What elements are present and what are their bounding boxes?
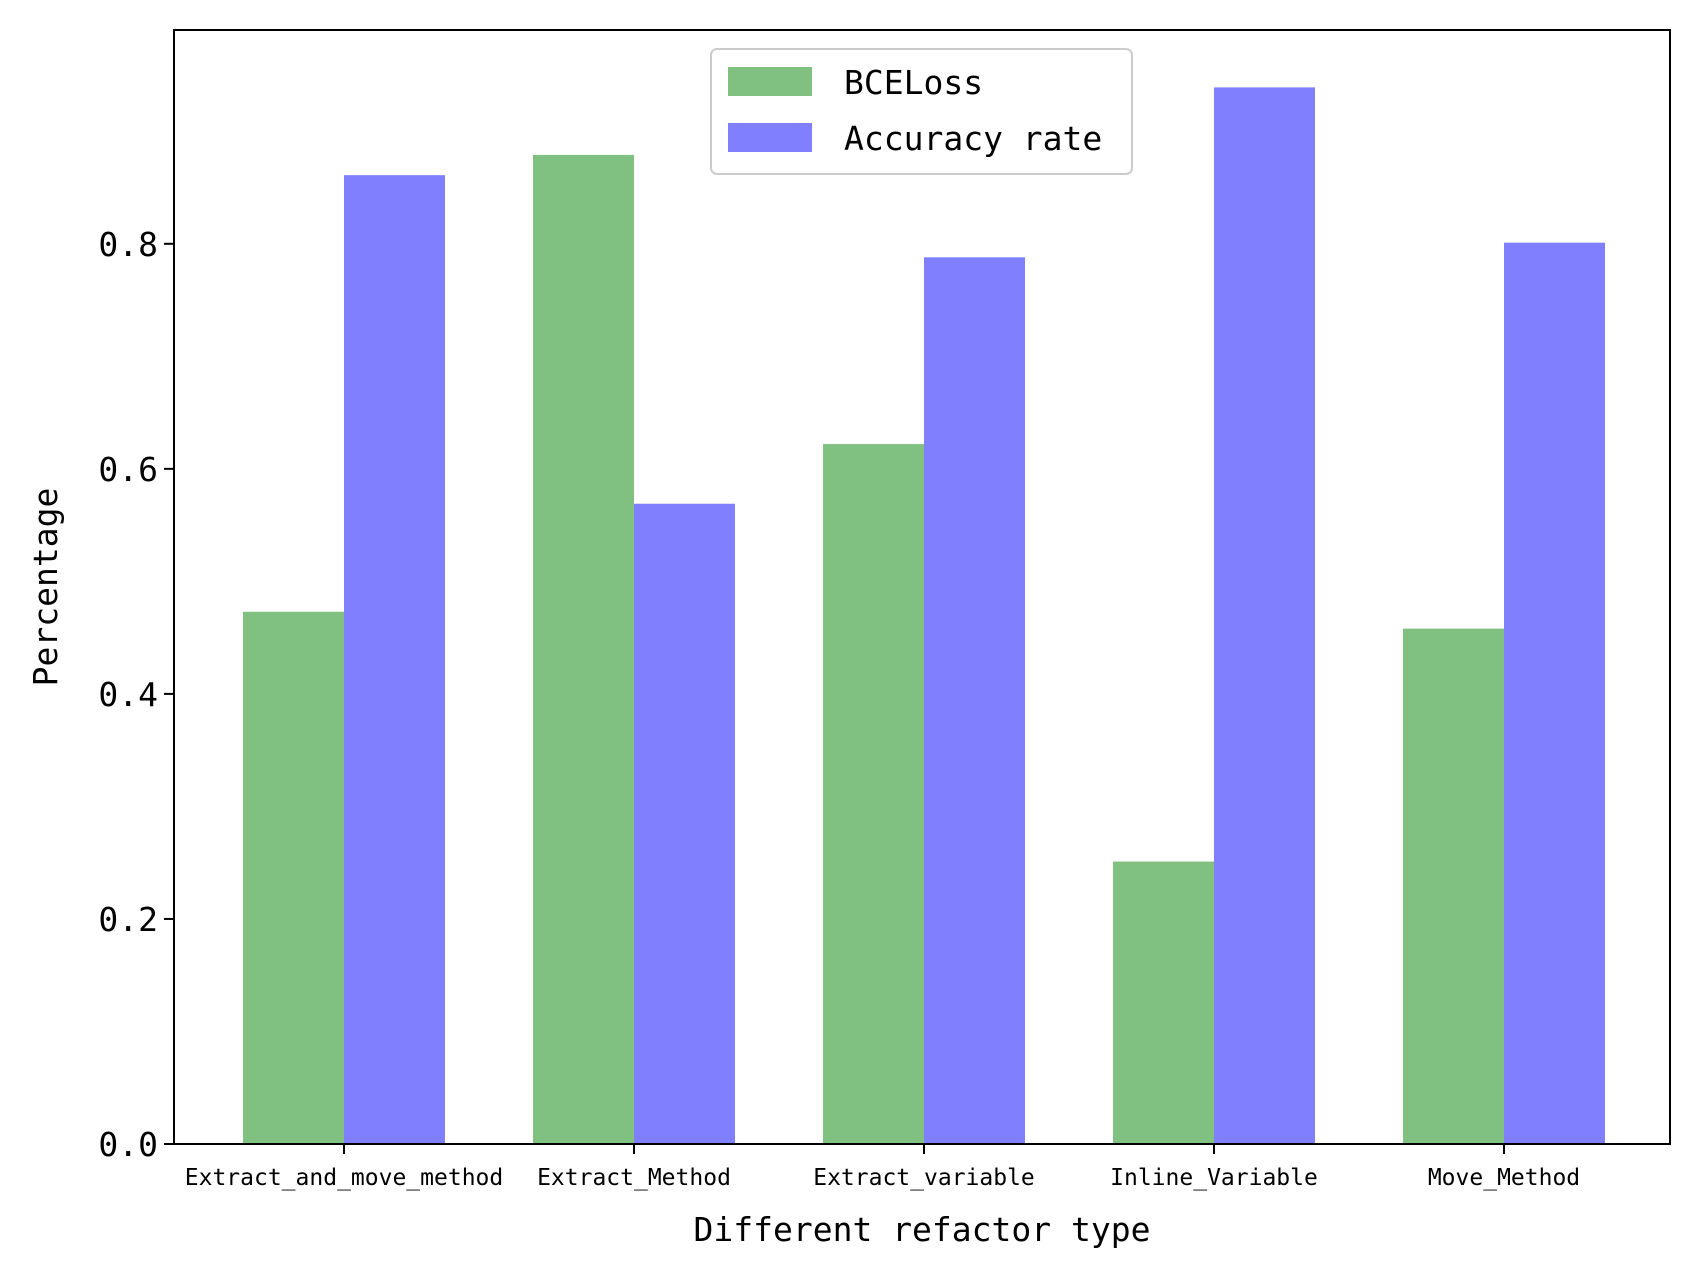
- bar-accuracy-rate-extract_method: [634, 503, 735, 1144]
- bar-accuracy-rate-inline_variable: [1214, 87, 1315, 1144]
- x-tick-label: Move_Method: [1428, 1165, 1580, 1191]
- bar-accuracy-rate-extract_variable: [924, 257, 1025, 1144]
- plot-frame: [173, 29, 1671, 1145]
- legend-box: [710, 48, 1133, 175]
- y-tick-label: 0.6: [98, 450, 158, 489]
- y-tick-label: 0.4: [98, 675, 158, 714]
- bar-bceloss-extract_and_move_method: [243, 611, 344, 1144]
- x-axis-label: Different refactor type: [694, 1210, 1151, 1249]
- bars-group: [243, 87, 1605, 1145]
- bar-bceloss-extract_variable: [823, 444, 924, 1145]
- x-axis-ticks: Extract_and_move_method Extract_Method Ext…: [185, 1144, 1580, 1191]
- legend-label-bceloss: BCELoss: [844, 63, 983, 102]
- legend: BCELoss Accuracy rate: [710, 48, 1133, 175]
- y-axis-ticks: 0.0 0.2 0.4 0.6 0.8: [98, 225, 174, 1164]
- y-axis-label: Percentage: [26, 488, 65, 687]
- x-tick-label: Extract_and_move_method: [185, 1165, 504, 1191]
- y-tick-label: 0.8: [98, 225, 158, 264]
- y-tick-label: 0.2: [98, 900, 158, 939]
- y-tick-label: 0.0: [98, 1125, 158, 1164]
- bar-accuracy-rate-move_method: [1504, 242, 1605, 1144]
- x-tick-label: Extract_Method: [537, 1165, 731, 1191]
- bar-accuracy-rate-extract_and_move_method: [344, 175, 445, 1144]
- legend-label-accuracy-rate: Accuracy rate: [844, 119, 1102, 158]
- bar-bceloss-inline_variable: [1113, 861, 1214, 1144]
- bar-bceloss-extract_method: [533, 154, 634, 1145]
- bar-bceloss-move_method: [1403, 628, 1504, 1144]
- legend-swatch-bceloss: [728, 67, 812, 96]
- legend-swatch-accuracy-rate: [728, 123, 812, 152]
- x-tick-label: Inline_Variable: [1110, 1165, 1318, 1191]
- x-tick-label: Extract_variable: [813, 1165, 1035, 1191]
